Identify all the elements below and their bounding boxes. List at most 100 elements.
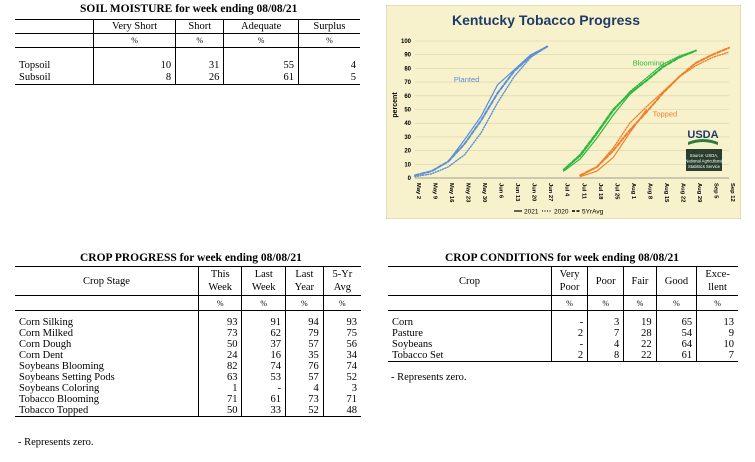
represents-zero-note: - Represents zero. [391, 372, 467, 383]
cell-value: 57 [284, 371, 324, 383]
table-row: Soybeans Setting Pods 63 53 57 52 [15, 371, 361, 383]
table-row: Pasture 2 7 28 54 9 [388, 327, 738, 339]
soil-col-header: Very Short [92, 19, 176, 34]
cell-value: 71 [322, 393, 361, 405]
cell-value: 33 [241, 404, 286, 417]
cell-value: 75 [322, 327, 361, 339]
unit-label: % [241, 295, 286, 311]
cell-value: 37 [241, 338, 286, 350]
cell-value: 93 [197, 316, 242, 328]
legend-label: 5YrAvg [582, 209, 604, 216]
source-note-line: National Agricultural [685, 159, 722, 164]
y-tick-label: 70 [404, 80, 411, 86]
series-line-planted-5yravg [414, 45, 549, 177]
cell-value: 3 [322, 382, 361, 394]
usda-logo-swoosh [688, 139, 718, 145]
unit-label: % [175, 33, 224, 48]
cell-value: 9 [696, 327, 738, 339]
unit-label: % [587, 295, 624, 311]
col-header: Last Week [241, 266, 286, 296]
cell-value: 57 [284, 338, 324, 350]
crop-conditions-title: CROP CONDITIONS for week ending 08/08/21 [445, 252, 679, 264]
table-row: Corn Dough 50 37 57 56 [15, 338, 361, 350]
unit-label: % [92, 33, 176, 48]
table-row: Corn Dent 24 16 35 34 [15, 349, 361, 361]
cell-value: 53 [241, 371, 286, 383]
crop-stage-header: Crop Stage [15, 266, 199, 296]
cell-value: 74 [241, 360, 286, 372]
tobacco-progress-chart: Kentucky Tobacco Progress 0 10 20 30 40 50 60 7… [386, 5, 741, 219]
cell-value: 7 [696, 349, 738, 362]
cell-value: 4 [284, 382, 324, 394]
cell-value: 2 [550, 327, 588, 339]
row-label: Soybeans Setting Pods [19, 371, 115, 383]
table-row: Corn Milked 73 62 79 75 [15, 327, 361, 339]
unit-label: % [322, 295, 361, 311]
y-tick-label: 50 [404, 108, 411, 114]
cell-value: 61 [241, 393, 286, 405]
series-line-planted-2020 [414, 45, 548, 178]
unit-label: % [284, 295, 324, 311]
legend-label: 2021 [524, 209, 539, 216]
col-header: Exce-llent [696, 266, 738, 296]
cell-value: 24 [197, 349, 242, 361]
cell-value: 74 [322, 360, 361, 372]
col-header: Last Year [284, 266, 324, 296]
chart-background [386, 5, 741, 219]
row-label: Soybeans Coloring [19, 382, 100, 394]
soil-col-header: Surplus [297, 19, 360, 34]
cell-value: 55 [223, 60, 299, 72]
col-header: Very Poor [550, 266, 588, 296]
cell-value: 63 [197, 371, 242, 383]
col-header: This Week [197, 266, 242, 296]
unit-label: % [696, 295, 738, 311]
col-header: Fair [623, 266, 657, 296]
x-tick-label: May 23 [465, 183, 471, 203]
represents-zero-note: - Represents zero. [18, 437, 94, 448]
x-tick-label: Jul 4 [564, 183, 570, 197]
x-tick-label: Aug 29 [696, 183, 702, 203]
row-label: Tobacco Blooming [19, 393, 100, 405]
x-tick-label: May 2 [415, 183, 421, 199]
x-tick-label: Jun 27 [547, 183, 553, 201]
x-tick-label: Jul 11 [580, 183, 586, 200]
row-label: Soybeans Blooming [19, 360, 104, 372]
y-tick-label: 10 [404, 162, 411, 168]
cell-value: 2 [550, 349, 588, 362]
cell-value: 61 [655, 349, 697, 362]
table-row: Corn Silking 93 91 94 93 [15, 316, 361, 328]
row-label: Corn Milked [19, 327, 73, 339]
y-tick-label: 40 [404, 121, 411, 127]
y-tick-label: 90 [404, 53, 411, 59]
row-label: Corn Dough [19, 338, 72, 350]
series-group-label: Blooming [633, 59, 664, 68]
cell-value: 3 [587, 316, 624, 328]
x-tick-label: Sep 12 [729, 183, 735, 202]
cell-value: - [550, 338, 588, 350]
cell-value: 48 [322, 404, 361, 417]
cell-value: 22 [623, 338, 657, 350]
unit-label: % [197, 295, 242, 311]
crop-conditions-table: Crop Very Poor Poor Fair Good Exce-llent … [388, 266, 738, 362]
cell-value: 64 [655, 338, 697, 350]
crop-header: Crop [388, 266, 552, 296]
series-line-blooming-5yravg [562, 49, 697, 171]
x-tick-label: Jul 18 [597, 183, 603, 200]
unit-label: % [623, 295, 657, 311]
row-label: Tobacco Topped [15, 404, 199, 417]
cell-value: 82 [197, 360, 242, 372]
cell-value: - [241, 382, 286, 394]
cell-value: 50 [197, 338, 242, 350]
cell-value: 93 [322, 316, 361, 328]
table-row: Tobacco Set 2 8 22 61 7 [388, 349, 738, 362]
series-line-topped-5yravg [579, 46, 730, 177]
cell-value: 91 [241, 316, 286, 328]
source-note-line: Statistics Service [688, 164, 721, 169]
cell-value: 16 [241, 349, 286, 361]
row-label: Corn Dent [19, 349, 64, 361]
unit-label: % [223, 33, 299, 48]
x-tick-label: Jul 25 [613, 183, 619, 200]
cell-value: 52 [284, 404, 324, 417]
source-note-line: Source: USDA, [690, 153, 718, 158]
cell-value: 1 [197, 382, 242, 394]
